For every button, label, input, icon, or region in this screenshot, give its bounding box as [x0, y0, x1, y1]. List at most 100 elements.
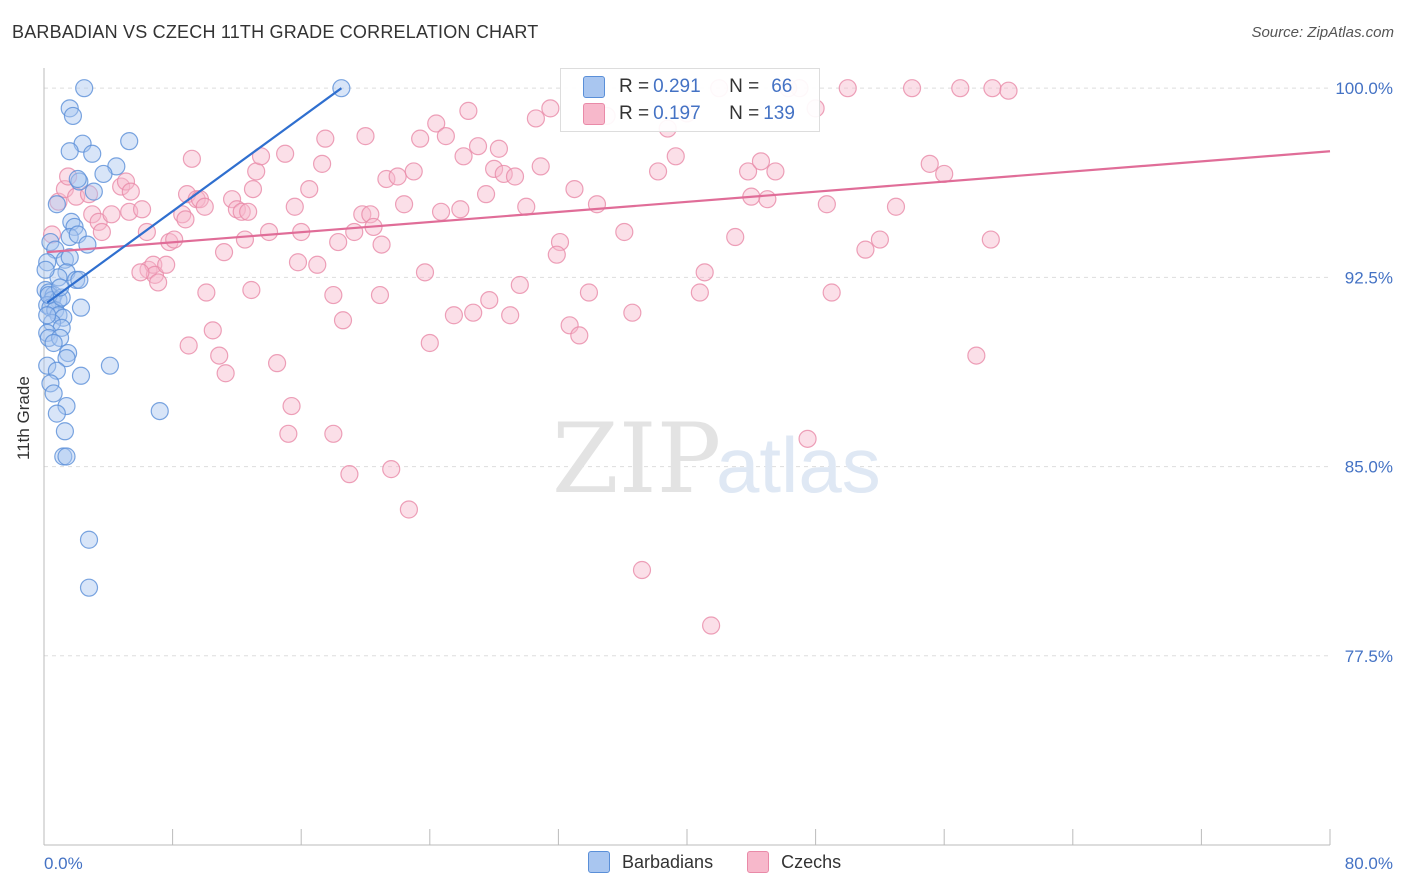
czechs-point-101 [615, 222, 634, 242]
czechs-point-69 [394, 195, 414, 214]
watermark-atlas: atlas [716, 421, 881, 509]
czechs-point-82 [468, 137, 488, 156]
barbadians-point-54 [150, 401, 169, 421]
czechs-point-0 [42, 225, 62, 244]
czechs-point-90 [510, 275, 529, 295]
pink-swatch [583, 103, 605, 125]
czechs-point-67 [382, 460, 401, 479]
r-value: 0.197 [653, 103, 701, 124]
czechs-point-97 [565, 179, 584, 199]
n-label: N = [729, 76, 760, 97]
czechs-point-68 [388, 167, 407, 186]
czechs-point-79 [451, 200, 470, 219]
barbadians-point-53 [47, 404, 66, 423]
czechs-point-58 [324, 424, 343, 443]
czechs-point-13 [121, 182, 140, 201]
czechs-point-125 [983, 79, 1002, 98]
barbadians-point-58 [79, 530, 99, 549]
barbadians-trend-line [46, 87, 343, 304]
czechs-points [42, 79, 1018, 635]
czechs-point-134 [623, 303, 642, 322]
blue-swatch [583, 76, 605, 98]
barbadians-point-47 [100, 356, 120, 375]
czechs-point-74 [420, 333, 439, 353]
czechs-point-32 [210, 346, 229, 365]
czechs-point-139 [817, 195, 836, 214]
barbadians-point-43 [44, 333, 63, 353]
axes [43, 68, 1331, 846]
y-tick-label-3: 100.0% [1335, 79, 1393, 98]
czechs-point-62 [356, 127, 375, 146]
chart-title: BARBADIAN VS CZECH 11TH GRADE CORRELATIO… [12, 22, 539, 42]
czechs-point-30 [197, 283, 216, 302]
tick-labels: 77.5% 85.0% 92.5% 100.0% 0.0% 80.0% [44, 79, 1393, 873]
czechs-point-8 [92, 222, 111, 242]
czechs-point-54 [316, 129, 335, 148]
czechs-point-85 [485, 159, 504, 179]
czechs-point-120 [886, 197, 906, 216]
czechs-point-43 [259, 222, 279, 242]
czechs-point-92 [526, 109, 545, 128]
barbadians-point-64 [38, 306, 57, 325]
czechs-point-31 [203, 321, 222, 340]
czechs-point-91 [517, 197, 536, 216]
czechs-point-5 [79, 185, 99, 204]
czechs-point-41 [247, 162, 266, 181]
barbadians-point-55 [55, 422, 74, 441]
czechs-point-64 [370, 285, 390, 305]
czechs-point-81 [464, 303, 483, 322]
czechs-point-53 [312, 154, 332, 173]
czechs-point-89 [505, 167, 525, 186]
barbadians-point-11 [84, 182, 103, 201]
barbadians-point-59 [79, 578, 99, 597]
czechs-point-44 [267, 354, 287, 373]
czechs-point-22 [165, 230, 184, 249]
czechs-point-26 [179, 336, 198, 355]
czechs-point-9 [102, 205, 121, 224]
legend-row-czechs: R = 0.197 N = 139 [583, 101, 795, 127]
czechs-point-20 [157, 255, 176, 274]
barbadians-points [36, 79, 351, 597]
czechs-point-83 [476, 185, 496, 204]
x-tick-label-start: 0.0% [44, 854, 83, 873]
czechs-point-115 [798, 429, 817, 448]
grid-lines [44, 87, 1330, 657]
czechs-point-109 [726, 227, 745, 247]
czechs-point-94 [541, 99, 560, 118]
czechs-point-52 [308, 255, 327, 274]
barbadians-point-63 [68, 169, 87, 189]
czechs-point-48 [285, 197, 304, 216]
czechs-point-132 [547, 245, 566, 264]
czechs-point-122 [935, 164, 954, 184]
czechs-point-70 [399, 500, 419, 519]
czechs-point-107 [702, 616, 721, 635]
czechs-point-88 [501, 306, 520, 325]
czechs-trend-line [47, 150, 1331, 254]
barbadians-point-62 [36, 260, 55, 279]
czechs-point-29 [195, 197, 214, 216]
czechs-point-103 [648, 162, 668, 181]
czechs-point-128 [182, 149, 201, 168]
czechs-point-24 [176, 210, 195, 229]
y-tick-label-2: 92.5% [1345, 268, 1393, 287]
n-value: 139 [763, 103, 795, 124]
czechs-point-36 [227, 200, 246, 219]
legend-item-czechs: Czechs [747, 851, 841, 873]
y-tick-label-1: 85.0% [1345, 458, 1393, 477]
czechs-point-49 [288, 253, 308, 272]
barbadians-point-45 [57, 349, 76, 368]
czechs-point-73 [415, 263, 435, 282]
czechs-point-23 [173, 205, 192, 224]
czechs-point-78 [444, 306, 464, 325]
trend-lines [46, 87, 1331, 304]
barbadians-point-51 [44, 384, 63, 403]
czechs-point-119 [870, 230, 890, 249]
barbadians-point-9 [94, 164, 113, 184]
watermark-zip: ZIP [552, 403, 721, 515]
czechs-point-142 [981, 230, 1000, 249]
czechs-point-136 [695, 263, 714, 282]
czechs-point-140 [856, 240, 875, 259]
czechs-point-117 [822, 283, 841, 302]
czechs-point-106 [690, 283, 709, 302]
czechs-point-135 [666, 147, 685, 166]
